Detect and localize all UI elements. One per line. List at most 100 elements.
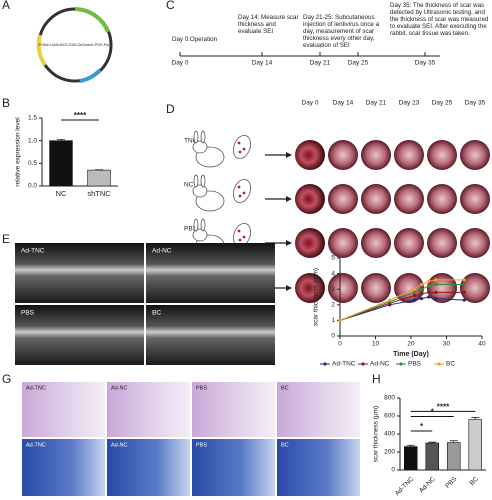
- point: [412, 298, 417, 302]
- point: [434, 282, 438, 287]
- point: [434, 296, 438, 301]
- plasmid-name: PGMLV-hU6-MCS-CMV-ZsGreen1-PGK-Puro: [39, 43, 112, 47]
- point: [412, 287, 417, 291]
- y-tick-label: 1: [331, 317, 335, 324]
- wound-photo: [361, 273, 391, 303]
- wound-photo: [427, 184, 457, 214]
- y-tick-label: 0.0: [28, 183, 37, 190]
- y-tick-label: 0: [331, 333, 335, 340]
- ultrasound-image: [15, 243, 144, 303]
- x-tick-label: shTNC: [87, 189, 111, 198]
- rabbit-head: [192, 140, 208, 154]
- y-tick-label: 0: [391, 467, 395, 474]
- y-tick-label: 5: [331, 255, 335, 262]
- wound-photo: [460, 184, 490, 214]
- scar-dot: [238, 194, 242, 198]
- scar-dot: [237, 141, 241, 145]
- row-label: TNC: [184, 138, 198, 145]
- image-label: PBS: [21, 310, 35, 317]
- y-tick-label: 200: [384, 449, 395, 456]
- wound-photo: [295, 228, 325, 258]
- column-header: Day 0: [302, 100, 319, 107]
- x-tick-label: Ad-NC: [418, 475, 437, 494]
- ultrasound-image: [146, 243, 275, 303]
- legend-marker: [399, 362, 403, 366]
- rabbit-head: [192, 184, 208, 198]
- wound-photo: [295, 184, 325, 214]
- point: [462, 298, 466, 302]
- y-axis-title: relative expression level: [15, 117, 22, 187]
- arrow-head: [286, 240, 292, 246]
- arrow-head: [286, 196, 292, 202]
- ear-scar: [233, 178, 251, 204]
- timeline-event: Day 21-25: Subcutaneous injection of len…: [303, 14, 380, 49]
- wound-photo: [328, 140, 358, 170]
- bar: [468, 419, 482, 471]
- point: [388, 298, 392, 302]
- scar-dot: [237, 229, 241, 233]
- plasmid-feature: [79, 68, 102, 83]
- y-tick-label: 800: [384, 395, 395, 402]
- column-header: Day 21: [366, 100, 387, 107]
- point: [427, 290, 431, 294]
- legend-label: Ad-NC: [370, 361, 390, 368]
- x-axis-title: Time (Day): [393, 351, 429, 358]
- wound-photo: [394, 184, 424, 214]
- point: [412, 290, 417, 294]
- error-bar: [57, 138, 65, 141]
- significance-label: ****: [437, 402, 450, 411]
- arrow-head: [286, 285, 292, 291]
- x-tick-label: BC: [469, 475, 481, 487]
- y-tick-label: 4: [331, 270, 335, 277]
- wound-photo: [295, 273, 325, 303]
- panel-label: E: [2, 232, 10, 246]
- legend-label: PBS: [408, 361, 422, 368]
- y-tick-label: 400: [384, 431, 395, 438]
- error-bar: [406, 444, 415, 447]
- timeline-tick-label: Day 0: [172, 60, 189, 67]
- rabbit-ear: [193, 130, 199, 144]
- panel-label: H: [372, 372, 381, 386]
- timeline-event: Day 35: The thickness of scar was detect…: [390, 2, 489, 37]
- point: [338, 318, 342, 322]
- error-bar: [471, 417, 480, 420]
- histology-masson: [192, 439, 275, 496]
- point: [427, 295, 431, 299]
- timeline-tick-label: Day 14: [252, 60, 273, 67]
- y-tick-label: 600: [384, 413, 395, 420]
- rabbit-ear: [193, 218, 199, 232]
- rabbit-ear: [193, 174, 199, 188]
- wound-photo: [460, 228, 490, 258]
- ultrasound-image: [146, 305, 275, 365]
- scar-dot: [238, 238, 242, 242]
- x-tick-label: 30: [443, 341, 451, 348]
- wound-photo: [361, 184, 391, 214]
- image-label: Ad-NC: [152, 248, 172, 255]
- timeline-tick-label: Day 25: [348, 60, 369, 67]
- image-label: Ad-NC: [111, 442, 128, 448]
- point: [462, 278, 466, 282]
- y-tick-label: 1.5: [28, 115, 37, 122]
- legend-marker: [361, 362, 365, 366]
- scar-dot: [242, 191, 246, 195]
- panel-label: D: [166, 102, 175, 116]
- panel-label: G: [2, 372, 11, 386]
- histology-he: [22, 382, 105, 437]
- image-label: PBS: [196, 442, 207, 448]
- timeline-tick-label: Day 21: [310, 60, 331, 67]
- wound-photo: [460, 273, 490, 303]
- timeline-event: Day 0:Operation: [172, 36, 218, 43]
- ear-scar: [233, 134, 251, 160]
- significance-label: ****: [74, 111, 87, 120]
- point: [420, 287, 424, 291]
- row-label: NC: [184, 182, 194, 189]
- image-label: Ad-NC: [111, 385, 128, 391]
- column-header: Day 25: [432, 100, 453, 107]
- wound-photo: [361, 228, 391, 258]
- histology-masson: [22, 439, 105, 496]
- wound-photo: [361, 140, 391, 170]
- plasmid-feature: [74, 7, 110, 33]
- panel-label: B: [2, 96, 10, 110]
- y-tick-label: 3: [331, 286, 335, 293]
